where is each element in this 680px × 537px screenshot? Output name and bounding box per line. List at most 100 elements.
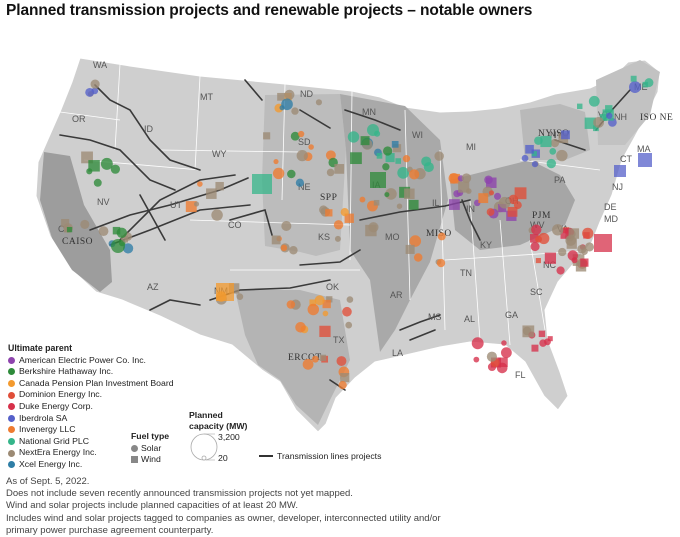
solar-project-marker bbox=[567, 250, 579, 261]
wind-project-marker bbox=[560, 228, 572, 239]
solar-project-marker bbox=[437, 232, 446, 241]
legend-item: NextEra Energy Inc. bbox=[8, 447, 258, 459]
wind-project-marker bbox=[393, 144, 402, 153]
solar-project-marker bbox=[122, 243, 134, 254]
solar-project-marker bbox=[295, 178, 305, 187]
solar-project-marker bbox=[359, 196, 366, 203]
solar-project-marker bbox=[302, 358, 314, 370]
legend-swatch-icon bbox=[8, 356, 15, 364]
legend-label: Dominion Energy Inc. bbox=[19, 389, 103, 400]
solar-project-marker bbox=[111, 239, 125, 253]
solar-project-marker bbox=[340, 208, 349, 217]
wind-project-marker bbox=[228, 283, 240, 294]
solar-project-marker bbox=[272, 167, 285, 180]
fuel-legend: Fuel type Solar Wind bbox=[131, 431, 169, 466]
solar-project-marker bbox=[197, 181, 203, 187]
state-label: MS bbox=[428, 312, 442, 322]
wind-project-marker bbox=[373, 199, 380, 206]
wind-project-marker bbox=[580, 258, 589, 267]
legend-swatch-icon bbox=[8, 461, 15, 469]
solar-project-marker bbox=[194, 201, 200, 207]
state-label: AL bbox=[464, 314, 475, 324]
legend-label: Iberdrola SA bbox=[19, 412, 68, 423]
solar-project-marker bbox=[493, 192, 502, 200]
legend: Ultimate parent American Electric Power … bbox=[8, 343, 258, 471]
wind-project-marker bbox=[350, 152, 362, 165]
solar-project-marker bbox=[606, 112, 613, 119]
solar-project-marker bbox=[534, 136, 543, 145]
state-label: SC bbox=[530, 287, 543, 297]
wind-project-marker bbox=[408, 199, 419, 210]
solar-project-marker bbox=[521, 154, 529, 162]
solar-project-marker bbox=[486, 351, 497, 362]
transmission-legend: Transmission lines projects bbox=[259, 451, 381, 461]
rto-label: NYISO bbox=[538, 129, 570, 139]
state-label: IL bbox=[432, 198, 440, 208]
solar-project-marker bbox=[513, 201, 522, 210]
note-line: Includes wind and solar projects tagged … bbox=[6, 512, 441, 524]
state-label: FL bbox=[515, 370, 526, 380]
state-label: OK bbox=[326, 282, 339, 292]
state-label: CO bbox=[228, 220, 242, 230]
transmission-label: Transmission lines projects bbox=[277, 451, 382, 461]
solar-project-marker bbox=[211, 209, 223, 221]
miso-region bbox=[340, 94, 448, 352]
legend-label: American Electric Power Co. Inc. bbox=[19, 354, 146, 365]
wind-project-marker bbox=[450, 173, 460, 184]
legend-label: Canada Pension Plan Investment Board bbox=[19, 377, 174, 388]
wind-project-marker bbox=[121, 235, 128, 243]
solar-project-marker bbox=[409, 169, 420, 180]
note-line: primary power purchase agreement counter… bbox=[6, 524, 214, 536]
solar-project-marker bbox=[584, 242, 595, 252]
legend-swatch-icon bbox=[8, 426, 15, 434]
wind-project-marker bbox=[66, 226, 73, 233]
note-line: As of Sept. 5, 2022. bbox=[6, 476, 90, 487]
wind-project-marker bbox=[531, 151, 537, 157]
wind-project-marker bbox=[309, 299, 317, 307]
capacity-circles-icon bbox=[190, 433, 218, 461]
legend-label: Invenergy LLC bbox=[19, 424, 76, 435]
solar-project-marker bbox=[423, 162, 434, 173]
fuel-wind: Wind bbox=[141, 454, 161, 464]
wind-project-marker bbox=[568, 228, 580, 239]
solar-project-marker bbox=[333, 220, 344, 230]
wind-project-marker bbox=[271, 235, 281, 245]
solar-project-marker bbox=[284, 89, 295, 100]
solar-project-marker bbox=[347, 131, 360, 143]
solar-project-marker bbox=[290, 131, 300, 141]
solar-project-marker bbox=[549, 147, 557, 155]
solar-project-marker bbox=[325, 150, 336, 161]
solar-project-marker bbox=[384, 192, 390, 198]
solar-project-marker bbox=[236, 293, 244, 300]
wind-project-marker bbox=[252, 174, 272, 194]
legend-label: Xcel Energy Inc. bbox=[19, 458, 83, 469]
legend-item: American Electric Power Co. Inc. bbox=[8, 355, 258, 367]
wind-project-marker bbox=[61, 218, 70, 228]
solar-project-marker bbox=[397, 167, 409, 179]
wind-project-marker bbox=[340, 373, 350, 383]
wind-project-marker bbox=[322, 299, 331, 309]
wind-project-marker bbox=[529, 234, 539, 243]
wind-project-marker bbox=[319, 325, 331, 338]
state-label: PA bbox=[554, 175, 565, 185]
solar-project-marker bbox=[342, 306, 352, 317]
rto-label: SPP bbox=[320, 193, 337, 203]
state-label: AR bbox=[390, 290, 403, 300]
solar-project-marker bbox=[298, 130, 305, 138]
solar-project-marker bbox=[338, 380, 347, 390]
solar-project-marker bbox=[558, 247, 567, 257]
solar-project-marker bbox=[385, 188, 397, 200]
wind-project-marker bbox=[538, 330, 546, 338]
solar-project-marker bbox=[530, 242, 540, 252]
solar-project-marker bbox=[484, 175, 493, 185]
solar-project-marker bbox=[295, 322, 306, 333]
legend-label: Berkshire Hathaway Inc. bbox=[19, 366, 114, 377]
solar-project-marker bbox=[488, 190, 495, 196]
wind-project-marker bbox=[334, 164, 345, 174]
caiso-region bbox=[40, 152, 112, 292]
wind-project-marker bbox=[547, 336, 553, 342]
state-label: WI bbox=[412, 130, 423, 140]
solar-project-marker bbox=[110, 164, 120, 174]
state-label: ND bbox=[300, 89, 313, 99]
solar-project-marker bbox=[315, 99, 322, 106]
